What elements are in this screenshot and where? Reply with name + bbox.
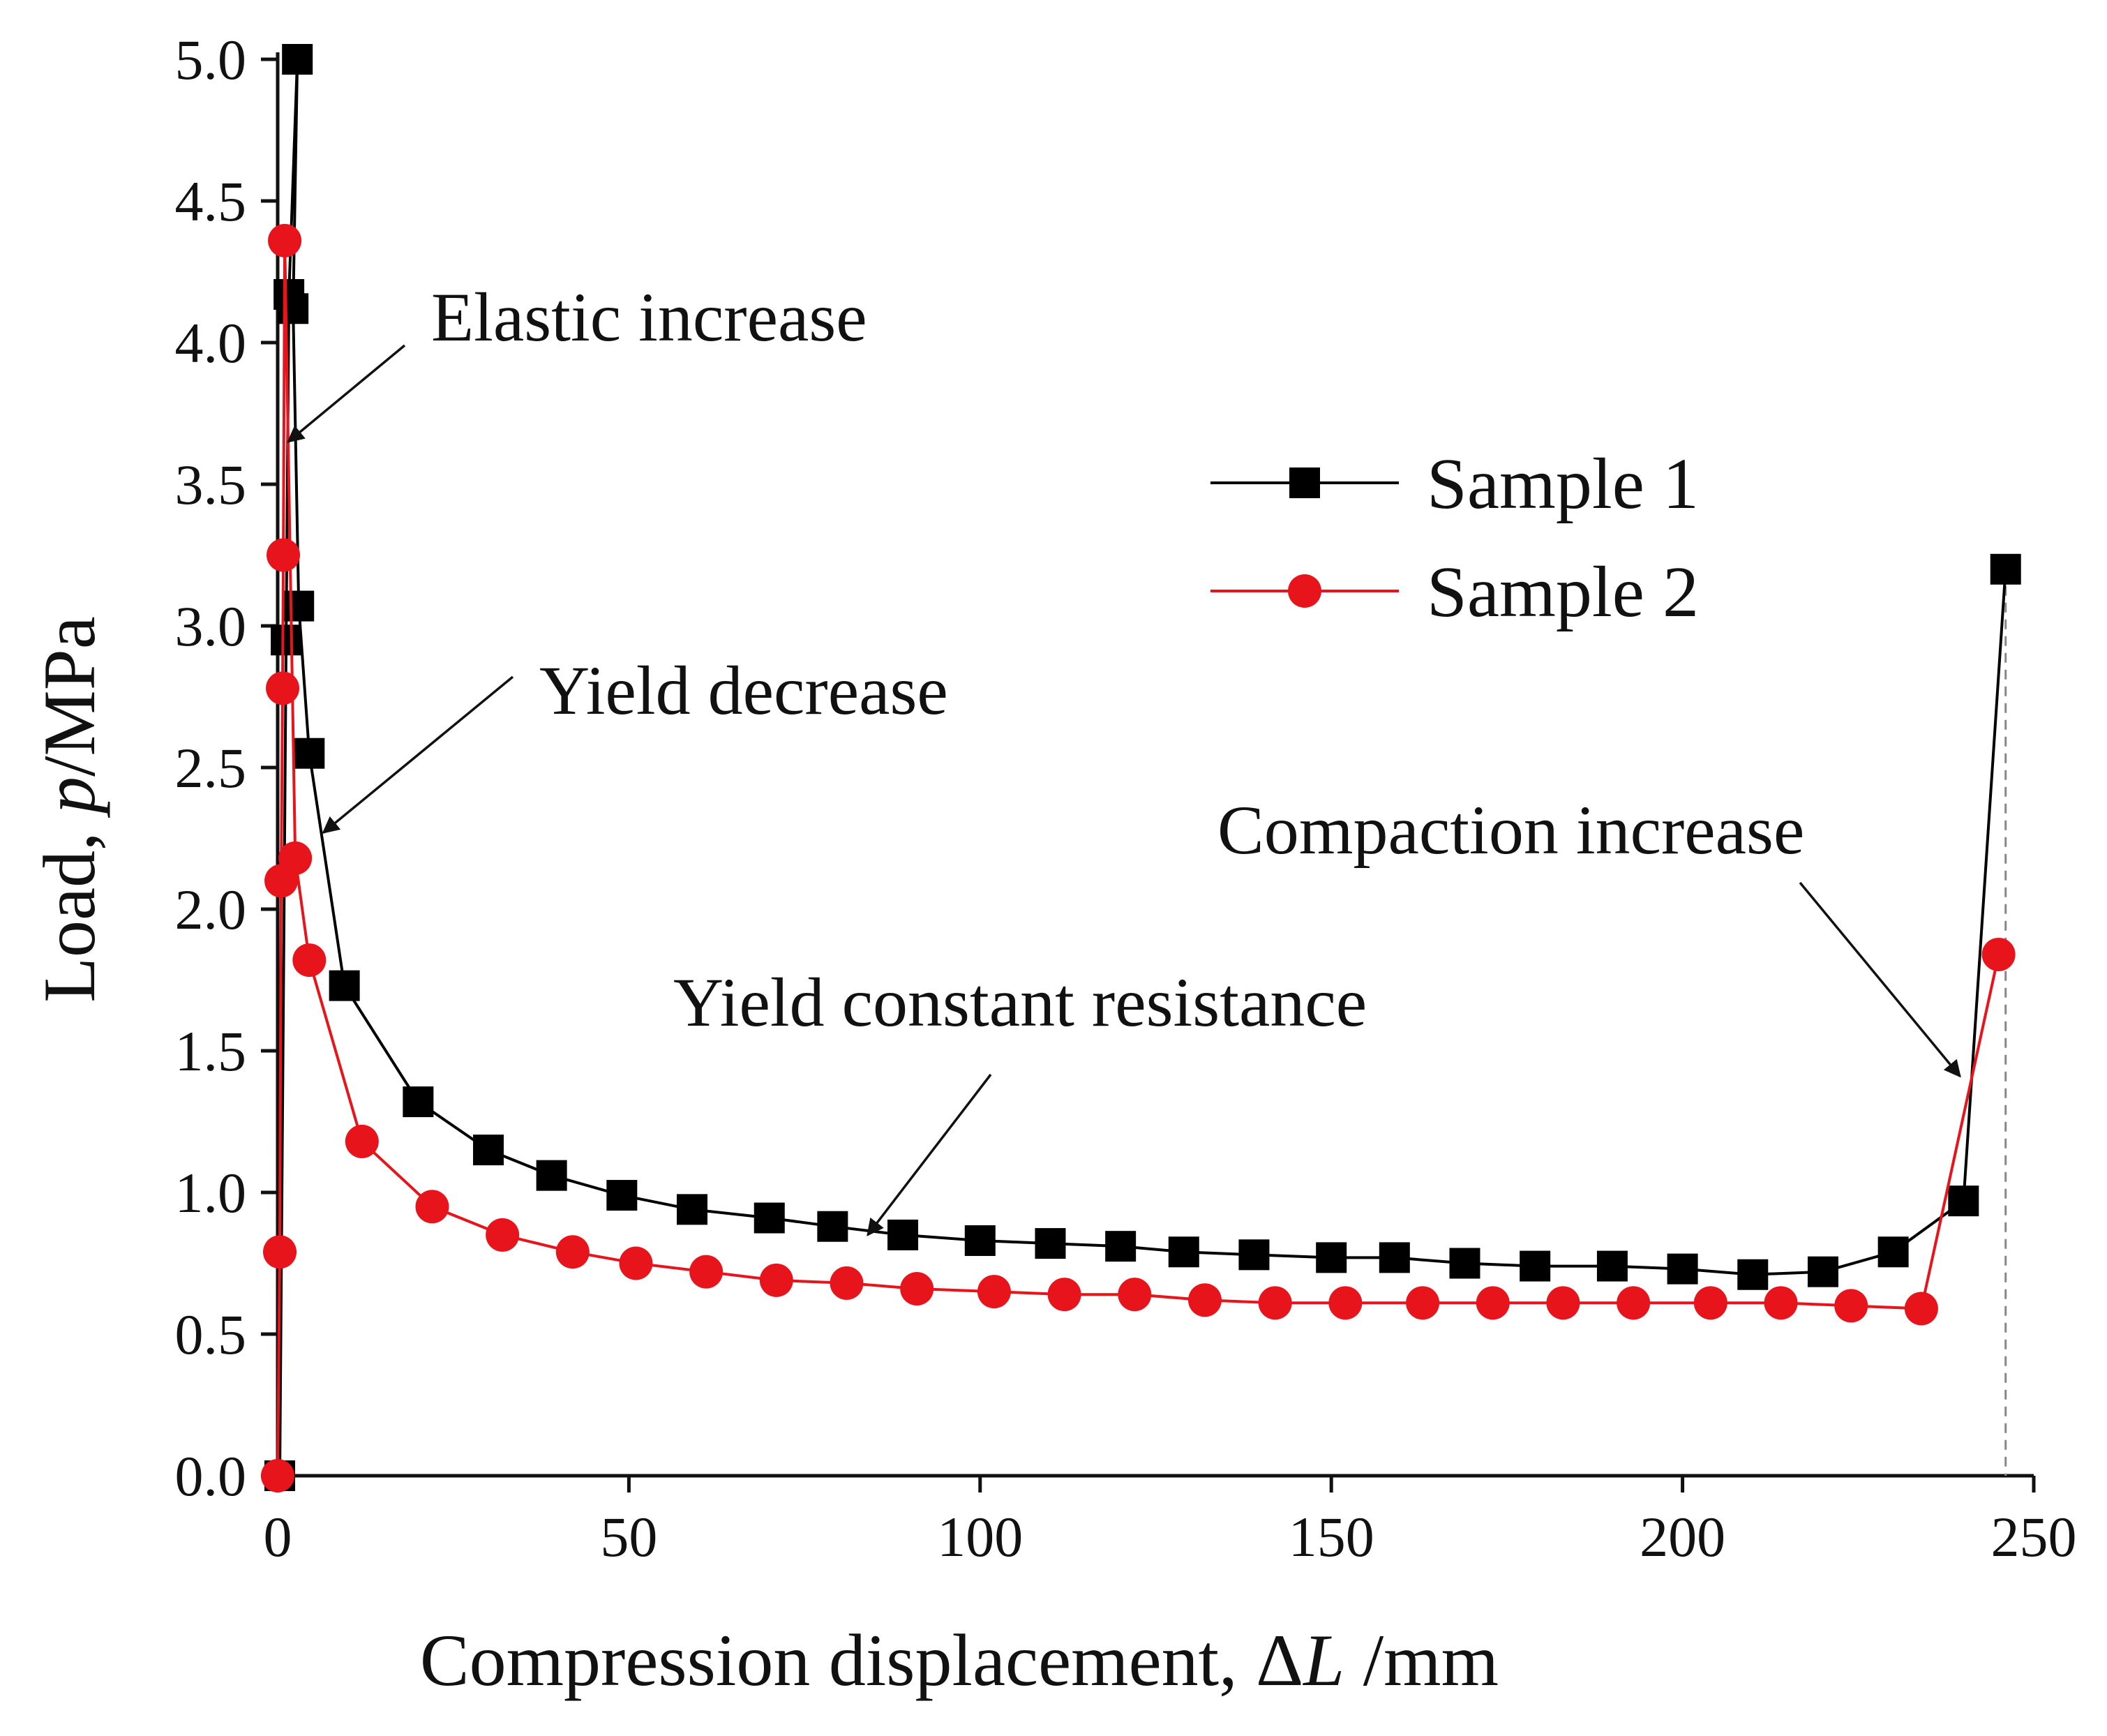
data-point — [1328, 1286, 1363, 1320]
data-point — [486, 1218, 520, 1252]
data-point — [1035, 1228, 1066, 1259]
data-point — [266, 671, 300, 705]
data-point — [263, 1235, 297, 1269]
data-point — [1449, 1248, 1480, 1279]
y-tick-label: 2.5 — [175, 736, 247, 800]
legend-marker-sample-2 — [1288, 574, 1321, 608]
data-point — [1379, 1242, 1410, 1273]
data-point — [267, 538, 301, 572]
data-point — [283, 590, 315, 622]
data-point — [282, 44, 313, 75]
data-point — [900, 1272, 934, 1306]
annotation-arrow — [867, 1073, 992, 1236]
y-tick-label: 0.5 — [175, 1303, 247, 1366]
data-point — [292, 943, 327, 978]
data-point — [1948, 1185, 1979, 1217]
y-tick-label: 3.5 — [175, 453, 247, 516]
y-tick-label: 1.5 — [175, 1019, 247, 1083]
data-point — [1238, 1239, 1270, 1271]
y-tick-label: 1.0 — [175, 1161, 247, 1225]
data-point — [1904, 1292, 1938, 1326]
data-point — [278, 293, 309, 324]
data-point — [1316, 1242, 1347, 1273]
data-point — [619, 1246, 653, 1280]
data-point — [830, 1266, 864, 1300]
data-point — [1105, 1231, 1137, 1262]
series-2 — [261, 223, 2016, 1492]
annotation-label: Compaction increase — [1217, 791, 1804, 869]
data-point — [817, 1211, 848, 1242]
data-point — [345, 1124, 379, 1158]
data-point — [403, 1086, 434, 1118]
y-tick-label: 3.0 — [175, 594, 247, 658]
x-tick-label: 0 — [264, 1505, 292, 1569]
data-point — [1693, 1286, 1727, 1320]
data-point — [887, 1219, 919, 1250]
data-point — [753, 1202, 785, 1234]
data-point — [1168, 1236, 1199, 1268]
data-point — [759, 1263, 793, 1297]
data-point — [1546, 1286, 1580, 1320]
data-point — [555, 1235, 590, 1269]
legend-label-sample-1: Sample 1 — [1427, 444, 1699, 524]
annotation-arrow — [322, 675, 514, 834]
series-layer — [261, 44, 2021, 1492]
data-point — [677, 1194, 708, 1225]
data-point — [261, 1459, 294, 1492]
data-point — [1737, 1259, 1769, 1290]
legend-marker-sample-1 — [1289, 467, 1320, 498]
y-tick-label: 4.0 — [175, 311, 247, 375]
annotation-arrow — [287, 344, 406, 443]
data-point — [1406, 1286, 1440, 1320]
data-point — [1520, 1250, 1551, 1282]
y-axis-title: Load, p/MPa — [29, 616, 110, 1003]
data-point — [1990, 553, 2021, 585]
data-point — [1764, 1286, 1798, 1320]
data-point — [1981, 937, 2016, 971]
data-point — [278, 841, 313, 875]
data-point — [689, 1255, 723, 1289]
data-point — [1187, 1283, 1222, 1317]
data-point — [294, 738, 325, 769]
annotation-label: Elastic increase — [431, 278, 867, 356]
data-point — [606, 1180, 638, 1211]
y-tick-label: 2.0 — [175, 878, 247, 941]
series-1 — [264, 44, 2021, 1491]
data-point — [1667, 1253, 1698, 1285]
annotation-label: Yield constant resistance — [673, 964, 1367, 1041]
data-point — [1258, 1286, 1292, 1320]
data-point — [1476, 1286, 1510, 1320]
data-point — [977, 1275, 1011, 1309]
y-tick-label: 5.0 — [175, 28, 247, 91]
x-axis-title: Compression displacement, ΔL /mm — [420, 1619, 1499, 1701]
axes: 0 50 100 150 200 250 0.0 0.5 1.0 1.5 2.0 2.5 3.0 3.5 4… — [175, 28, 2077, 1569]
x-tick-label: 200 — [1640, 1505, 1725, 1569]
data-point — [964, 1225, 996, 1257]
data-point — [1596, 1250, 1628, 1282]
annotation-layer: Elastic increase Yield decrease Yield cons… — [287, 278, 1961, 1236]
data-point — [1118, 1278, 1152, 1312]
y-tick-label: 0.0 — [175, 1444, 247, 1508]
x-tick-label: 150 — [1289, 1505, 1374, 1569]
y-tick-label: 4.5 — [175, 170, 247, 233]
x-tick-label: 250 — [1991, 1505, 2077, 1569]
data-point — [268, 223, 302, 257]
data-point — [1834, 1289, 1868, 1323]
x-tick-label: 100 — [937, 1505, 1023, 1569]
data-point — [536, 1160, 567, 1191]
data-point — [271, 624, 302, 656]
annotation-label: Yield decrease — [539, 652, 948, 729]
legend: Sample 1 Sample 2 — [1210, 444, 1699, 632]
data-point — [473, 1135, 504, 1166]
data-point — [415, 1190, 449, 1224]
data-point — [1047, 1278, 1081, 1312]
data-point — [1807, 1256, 1838, 1287]
annotation-arrow — [1799, 881, 1961, 1078]
legend-label-sample-2: Sample 2 — [1427, 552, 1699, 632]
data-point — [1617, 1286, 1651, 1320]
x-tick-label: 50 — [600, 1505, 657, 1569]
data-point — [1877, 1236, 1909, 1268]
data-point — [329, 970, 360, 1001]
